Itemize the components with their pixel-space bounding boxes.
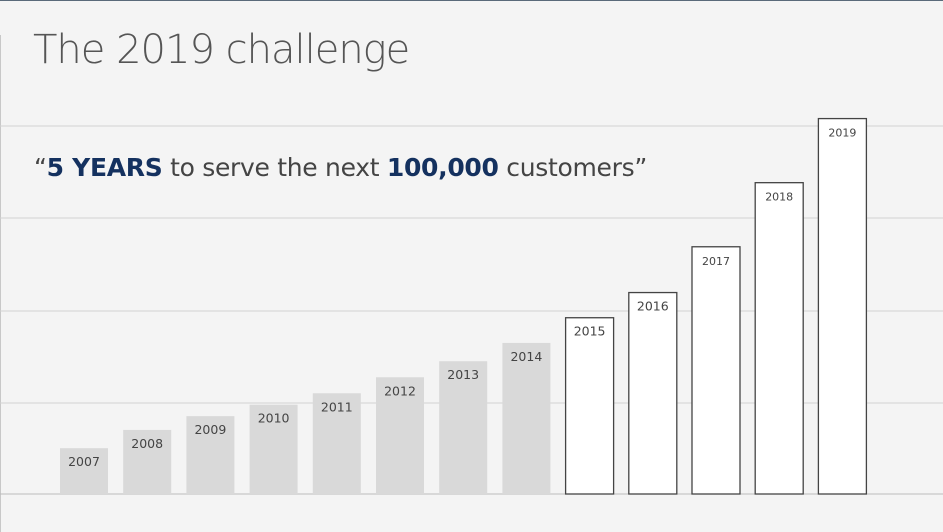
bar-label-2008: 2008 [131,436,163,451]
chart-bars: 2007 2008 2009 2010 2011 2012 2013 2014 2015 2016… [60,117,868,495]
quote-highlight-years: 5 YEARS [46,153,163,182]
bar-2013 [439,361,488,494]
bar-label-2015: 2015 [574,324,606,339]
quote-highlight-customers: 100,000 [386,153,499,182]
bar-label-2012: 2012 [384,383,416,398]
bar-label-2016: 2016 [637,299,669,314]
bar-label-2018: 2018 [765,191,793,204]
bar-label-2017: 2017 [702,255,730,268]
bar-label-2007: 2007 [68,454,100,469]
bar-2014 [502,342,551,494]
bar-2017 [691,246,741,495]
bar-2012 [376,377,424,494]
bar-2016 [628,291,678,495]
bar-label-2014: 2014 [510,349,542,364]
bar-label-2013: 2013 [447,367,479,382]
bar-2008 [123,429,172,494]
bar-2009 [186,416,235,494]
challenge-quote: “5 YEARS to serve the next 100,000 custo… [34,153,647,182]
bar-2015 [564,317,615,495]
bar-label-2019: 2019 [828,127,856,140]
bar-2010 [249,404,298,494]
page-title: The 2019 challenge [33,27,410,73]
bar-label-2011: 2011 [321,399,353,414]
quote-middle-text: to serve the next [162,153,387,182]
slide-left-edge [0,35,1,532]
bar-label-2009: 2009 [194,422,226,437]
bar-2011 [312,393,361,494]
bar-2007 [60,448,108,494]
quote-end-text: customers” [498,153,647,182]
bar-label-2010: 2010 [258,411,290,426]
bar-2018 [754,182,804,495]
quote-open-mark: “ [34,153,47,182]
bar-2019 [817,117,868,495]
